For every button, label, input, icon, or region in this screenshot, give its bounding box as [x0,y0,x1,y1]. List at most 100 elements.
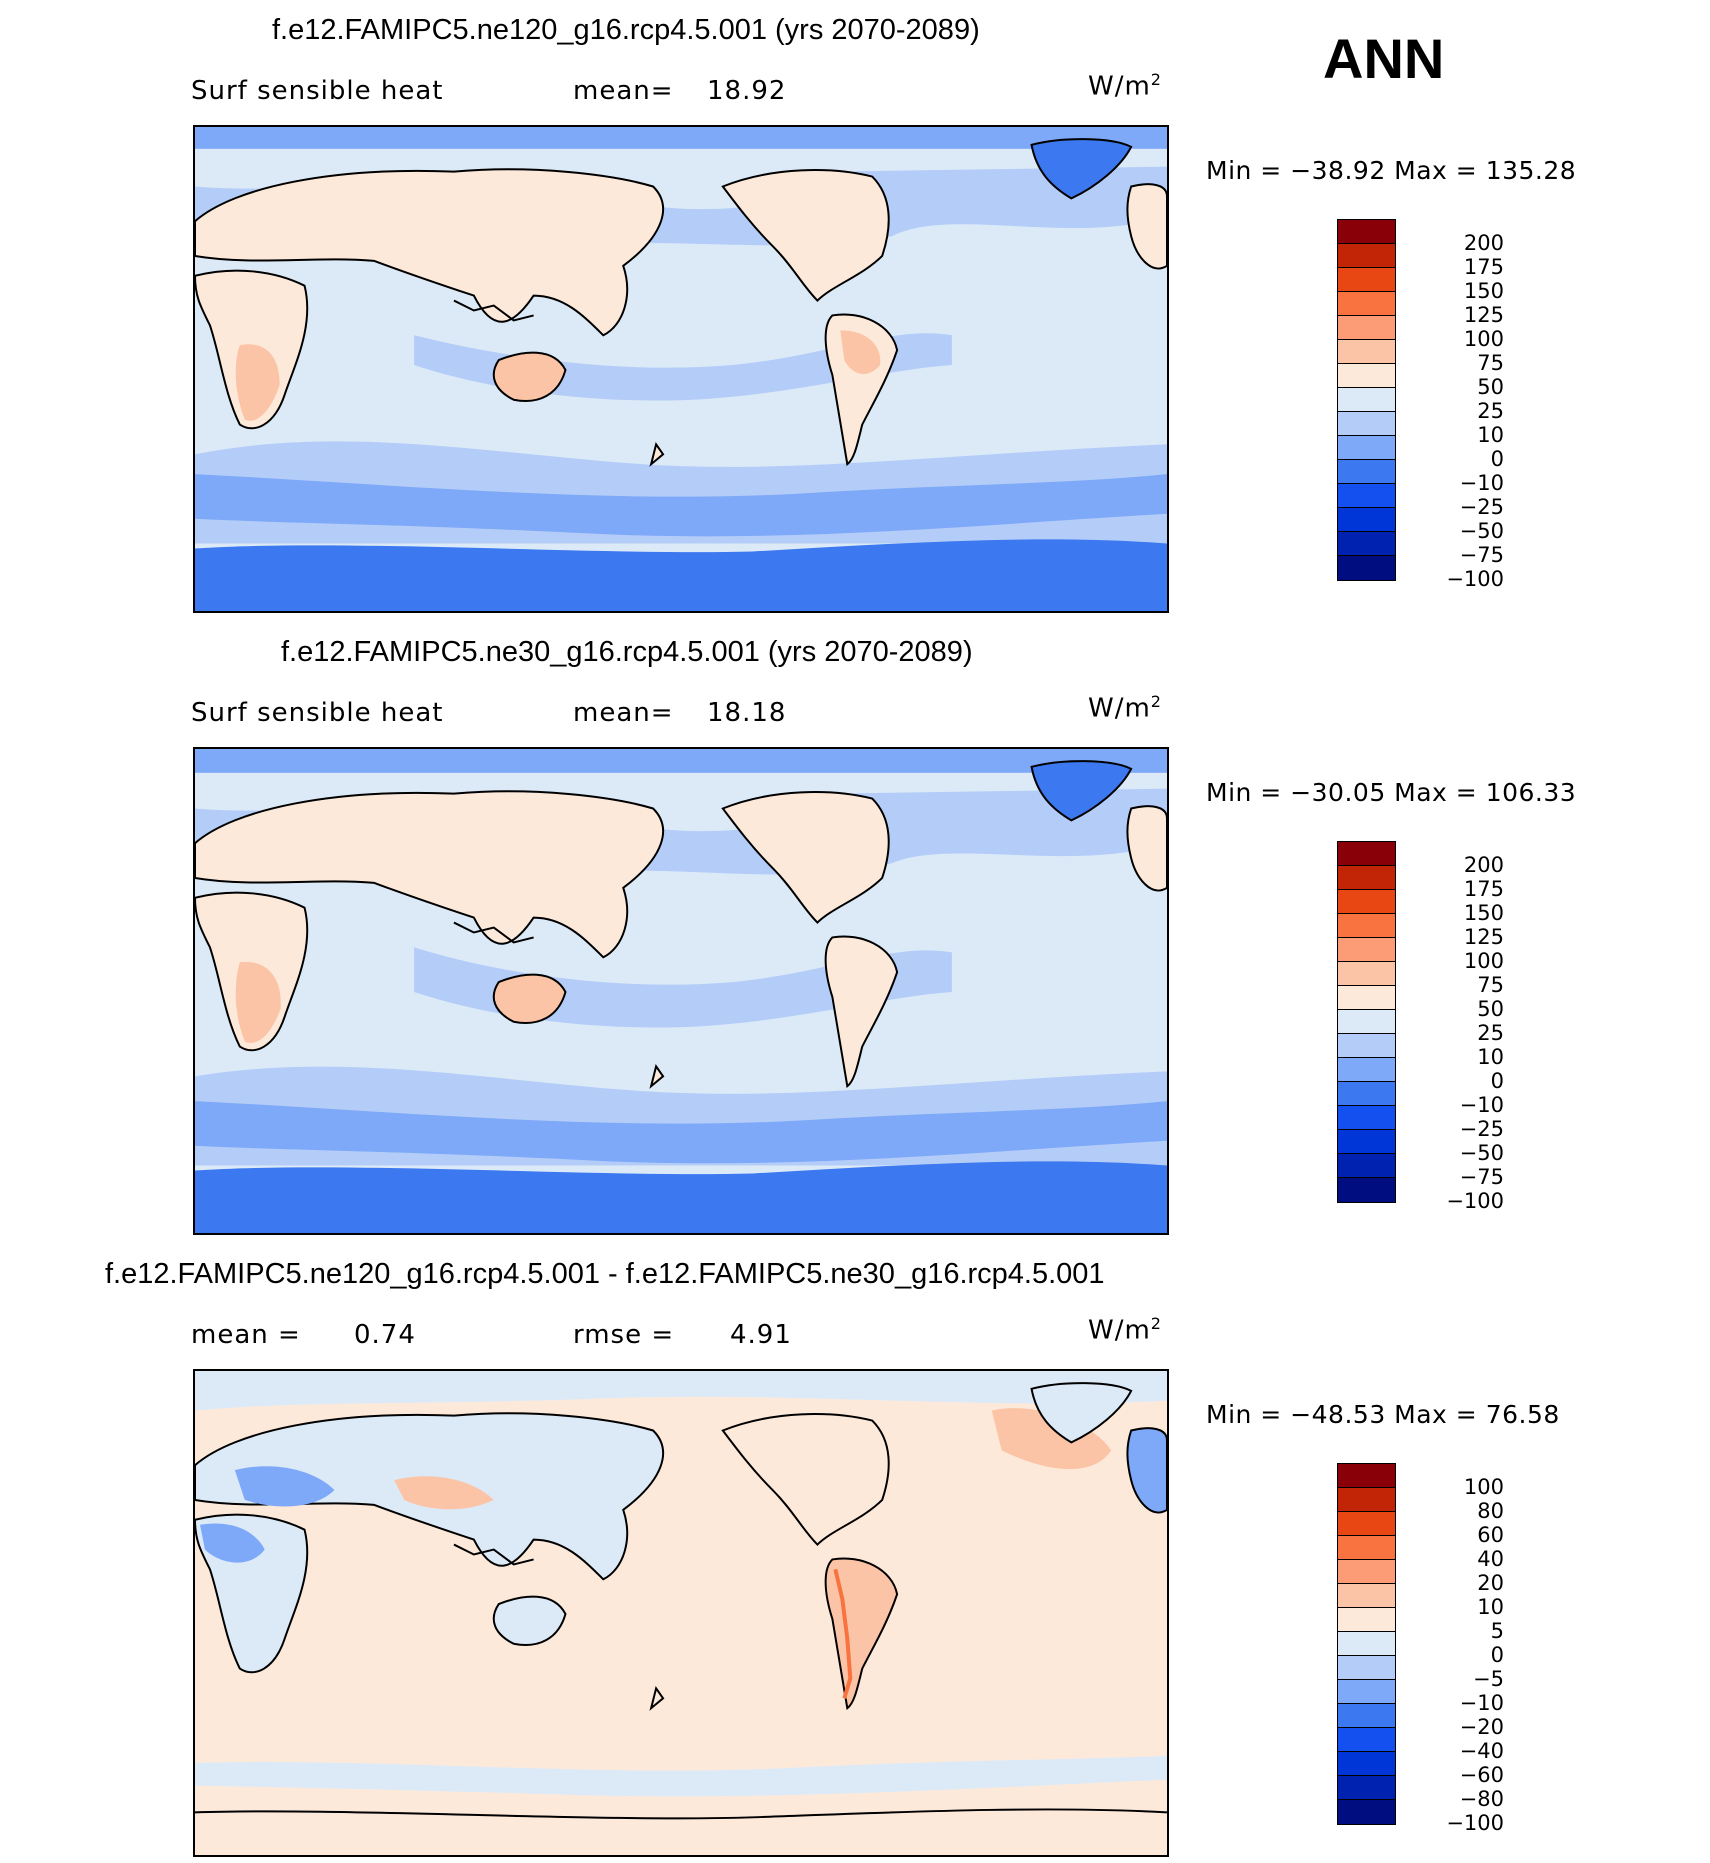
colorbar-swatch [1338,556,1395,580]
panel1-mean-label: mean= [573,76,674,106]
europe-right [1126,1427,1167,1514]
europe-right [1126,183,1167,270]
colorbar-swatch [1338,1584,1395,1608]
colorbar-tick: 175 [1463,877,1504,901]
panel3-map [193,1369,1169,1857]
colorbar-swatch [1338,986,1395,1010]
colorbar-tick: −75 [1459,1165,1504,1189]
colorbar-swatch [1338,292,1395,316]
antarctica-edge [195,1808,1167,1820]
colorbar-swatch [1338,1082,1395,1106]
colorbar-tick: 75 [1477,351,1504,375]
colorbar-swatch [1338,388,1395,412]
colorbar-tick: −5 [1473,1667,1504,1691]
colorbar-swatch [1338,364,1395,388]
colorbar-tick: 200 [1463,231,1504,255]
colorbar-swatch [1338,1512,1395,1536]
colorbar-tick: −25 [1459,1117,1504,1141]
colorbar-swatch [1338,1010,1395,1034]
panel3-units: W/m2 [1088,1314,1162,1346]
colorbar-tick: −10 [1459,471,1504,495]
indonesia [453,1543,534,1566]
colorbar-swatch [1338,1728,1395,1752]
panel3-colorbar [1337,1463,1396,1825]
colorbar-swatch [1338,1130,1395,1154]
eurasia-cool-patch [234,1466,335,1507]
panel1-variable-label: Surf sensible heat [191,76,444,106]
panel2-colorbar [1337,841,1396,1203]
colorbar-swatch [1338,484,1395,508]
indonesia [453,299,534,322]
colorbar-swatch [1338,1488,1395,1512]
greenland [1030,138,1133,200]
colorbar-tick: 0 [1490,1069,1504,1093]
colorbar-swatch [1338,1560,1395,1584]
north-america [721,791,890,924]
colorbar-tick: 125 [1463,925,1504,949]
arctic-band [195,1371,1167,1411]
panel2-units: W/m2 [1088,692,1162,724]
africa-south [235,961,281,1043]
europe-right [1126,805,1167,892]
colorbar-tick: 75 [1477,973,1504,997]
colorbar-tick: −50 [1459,519,1504,543]
colorbar-swatch [1338,412,1395,436]
colorbar-swatch [1338,508,1395,532]
arctic-band [195,749,1167,773]
colorbar-swatch [1338,532,1395,556]
australia [492,351,567,402]
colorbar-swatch [1338,436,1395,460]
colorbar-tick: 0 [1490,447,1504,471]
north-america [721,169,890,302]
andes-warm [833,1568,853,1699]
asia-warm-patch [394,1476,494,1510]
colorbar-tick: −25 [1459,495,1504,519]
panel3-rmse-value: 4.91 [730,1320,792,1350]
colorbar-swatch [1338,1058,1395,1082]
panel2-minmax: Min = −30.05 Max = 106.33 [1206,778,1577,807]
colorbar-tick: −100 [1446,1189,1504,1213]
colorbar-tick: 200 [1463,853,1504,877]
colorbar-tick: −80 [1459,1787,1504,1811]
arctic-band [195,127,1167,149]
panel1-map [193,125,1169,613]
colorbar-tick: 100 [1463,949,1504,973]
panel2-variable-label: Surf sensible heat [191,698,444,728]
panel1-mean-value: 18.92 [707,76,787,106]
panel3-mean-value: 0.74 [354,1320,416,1350]
colorbar-tick: −10 [1459,1093,1504,1117]
south-america-inner [840,330,881,375]
colorbar-tick: 25 [1477,1021,1504,1045]
africa-south [235,344,280,421]
colorbar-tick: 60 [1477,1523,1504,1547]
colorbar-tick: 175 [1463,255,1504,279]
colorbar-swatch [1338,460,1395,484]
panel3-minmax: Min = −48.53 Max = 76.58 [1206,1400,1560,1429]
eurasia [195,168,664,337]
colorbar-swatch [1338,1106,1395,1130]
panel2-mean-value: 18.18 [707,698,787,728]
colorbar-tick: −40 [1459,1739,1504,1763]
panel1-units: W/m2 [1088,70,1162,102]
south-america [824,935,899,1088]
colorbar-tick: 50 [1477,997,1504,1021]
colorbar-tick: −75 [1459,543,1504,567]
new-zealand [649,442,665,467]
panel3-mean-label: mean = [191,1320,301,1350]
colorbar-swatch [1338,1608,1395,1632]
panel2-map [193,747,1169,1235]
colorbar-tick: 100 [1463,327,1504,351]
colorbar-swatch [1338,1656,1395,1680]
colorbar-tick: 50 [1477,375,1504,399]
colorbar-swatch [1338,1034,1395,1058]
colorbar-swatch [1338,1776,1395,1800]
colorbar-tick: −50 [1459,1141,1504,1165]
colorbar-tick: 40 [1477,1547,1504,1571]
panel2-title: f.e12.FAMIPC5.ne30_g16.rcp4.5.001 (yrs 2… [281,636,973,668]
colorbar-tick: 10 [1477,1045,1504,1069]
southern-band [195,1755,1167,1797]
panel1-colorbar [1337,219,1396,581]
colorbar-swatch [1338,1536,1395,1560]
colorbar-tick: −10 [1459,1691,1504,1715]
southern-band [195,1101,1167,1164]
